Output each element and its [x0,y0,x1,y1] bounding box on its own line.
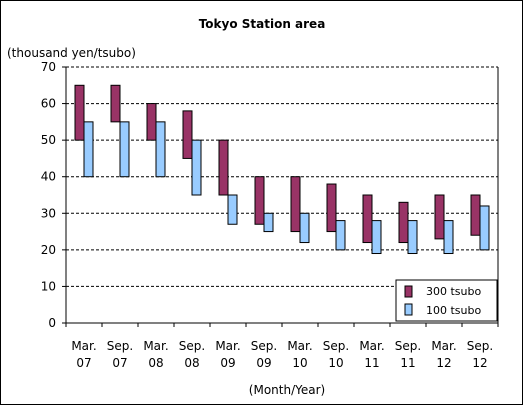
bar-300-tsubo [398,201,409,244]
bar-300-tsubo [326,183,337,233]
chart-title: Tokyo Station area [199,17,326,31]
x-tick-label-month: Mar. [287,339,312,353]
bar-300-tsubo [434,194,445,240]
x-tick-label-month: Mar. [359,339,384,353]
y-tick-label: 50 [41,133,56,147]
legend-label-300-tsubo: 300 tsubo [426,285,481,298]
x-tick-label-year: 09 [220,356,235,370]
bar-300-tsubo [110,84,121,123]
x-tick-label-year: 10 [292,356,307,370]
bar-100-tsubo [191,139,202,196]
y-tick-label: 60 [41,97,56,111]
bar-300-tsubo [182,110,193,159]
bar-100-tsubo [83,121,94,178]
y-tick-label: 70 [41,60,56,74]
x-tick-label-month: Sep. [323,339,349,353]
bar-300-tsubo [146,103,157,141]
x-tick-label-month: Mar. [71,339,96,353]
bar-100-tsubo [479,205,490,251]
x-tick-label-month: Sep. [107,339,133,353]
bar-100-tsubo [443,220,454,255]
legend: 300 tsubo 100 tsubo [395,279,498,322]
x-tick-label-year: 09 [256,356,271,370]
x-tick-label-year: 08 [148,356,163,370]
gridlines [62,66,498,324]
x-tick-label-month: Mar. [143,339,168,353]
x-tick-label-month: Mar. [215,339,240,353]
y-tick-label: 0 [48,316,56,330]
y-axis-label: (thousand yen/tsubo) [7,46,136,60]
x-tick-label-month: Sep. [467,339,493,353]
x-tick-label-year: 11 [364,356,379,370]
legend-swatch-300-tsubo [404,285,413,298]
legend-box [395,279,498,322]
bars [74,84,490,255]
y-tick-label: 10 [41,279,56,293]
bar-300-tsubo [74,84,85,141]
bar-100-tsubo [371,220,382,255]
y-tick-labels: 0 10 20 30 40 50 60 70 [41,60,56,330]
bar-100-tsubo [155,121,166,178]
bar-300-tsubo [362,194,373,244]
bar-100-tsubo [263,212,274,233]
x-tick-label-year: 07 [112,356,127,370]
x-tick-label-year: 07 [76,356,91,370]
bar-100-tsubo [335,220,346,251]
bar-300-tsubo [254,176,265,225]
y-tick-label: 20 [41,243,56,257]
bar-100-tsubo [119,121,130,178]
y-tick-label: 40 [41,170,56,184]
bar-100-tsubo [299,212,310,244]
axes [65,67,499,327]
legend-swatch-100-tsubo [404,303,413,316]
x-tick-label-month: Sep. [395,339,421,353]
x-tick-label-year: 12 [472,356,487,370]
x-tick-label-month: Mar. [431,339,456,353]
x-tick-label-year: 11 [400,356,415,370]
x-tick-label-year: 12 [436,356,451,370]
y-tick-label: 30 [41,206,56,220]
x-tick-labels: Mar. 07 Sep. 07 Mar. 08 Sep. 08 Mar. 09 Sep. 09 Mar.… [71,339,493,370]
bar-100-tsubo [407,220,418,255]
bar-300-tsubo [218,139,229,196]
bar-300-tsubo [470,194,481,236]
x-tick-label-month: Sep. [251,339,277,353]
bar-300-tsubo [290,176,301,233]
legend-label-100-tsubo: 100 tsubo [426,304,481,317]
bar-100-tsubo [227,194,238,225]
x-tick-label-year: 10 [328,356,343,370]
x-tick-label-year: 08 [184,356,199,370]
x-axis-label: (Month/Year) [249,383,325,397]
x-tick-label-month: Sep. [179,339,205,353]
